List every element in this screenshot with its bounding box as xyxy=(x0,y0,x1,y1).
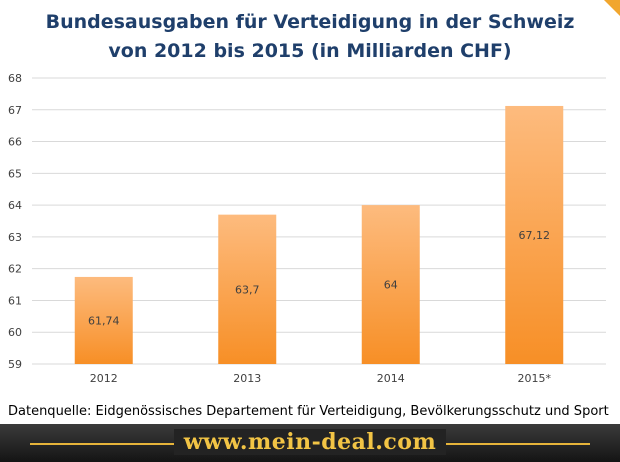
data-label: 61,74 xyxy=(88,314,120,327)
x-tick-label: 2012 xyxy=(90,372,118,385)
y-tick-label: 65 xyxy=(8,167,22,180)
bar xyxy=(74,276,133,364)
bar-chart: 59 60 61 62 63 64 65 66 67 68 61,74 63,7 64 67,12 20… xyxy=(8,72,606,385)
footer-banner: www.mein-deal.com xyxy=(0,424,620,462)
bar xyxy=(361,205,420,364)
data-label: 67,12 xyxy=(519,229,551,242)
y-tick-label: 64 xyxy=(8,199,22,212)
bar xyxy=(505,105,564,364)
y-tick-label: 66 xyxy=(8,136,22,149)
y-tick-label: 68 xyxy=(8,72,22,85)
y-tick-label: 59 xyxy=(8,358,22,371)
y-tick-label: 62 xyxy=(8,263,22,276)
x-tick-label: 2014 xyxy=(377,372,405,385)
data-label: 64 xyxy=(384,279,398,292)
y-tick-label: 63 xyxy=(8,231,22,244)
y-tick-label: 61 xyxy=(8,294,22,307)
corner-decoration xyxy=(604,0,620,16)
y-tick-label: 60 xyxy=(8,326,22,339)
y-axis: 59 60 61 62 63 64 65 66 67 68 xyxy=(8,72,22,371)
footer-site-text: www.mein-deal.com xyxy=(173,429,447,455)
chart-title: Bundesausgaben für Verteidigung in der S… xyxy=(0,8,620,66)
x-tick-label: 2013 xyxy=(233,372,261,385)
x-tick-label: 2015* xyxy=(518,372,552,385)
footer-site-link[interactable]: www.mein-deal.com xyxy=(0,429,620,455)
source-note: Datenquelle: Eidgenössisches Departement… xyxy=(8,404,609,419)
chart-title-line-2: von 2012 bis 2015 (in Milliarden CHF) xyxy=(108,40,512,62)
y-tick-label: 67 xyxy=(8,104,22,117)
chart-title-line-1: Bundesausgaben für Verteidigung in der S… xyxy=(45,11,575,33)
bars: 61,74 63,7 64 67,12 xyxy=(74,105,564,364)
x-axis: 2012 2013 2014 2015* xyxy=(90,372,552,385)
bar xyxy=(218,214,277,364)
data-label: 63,7 xyxy=(235,283,260,296)
